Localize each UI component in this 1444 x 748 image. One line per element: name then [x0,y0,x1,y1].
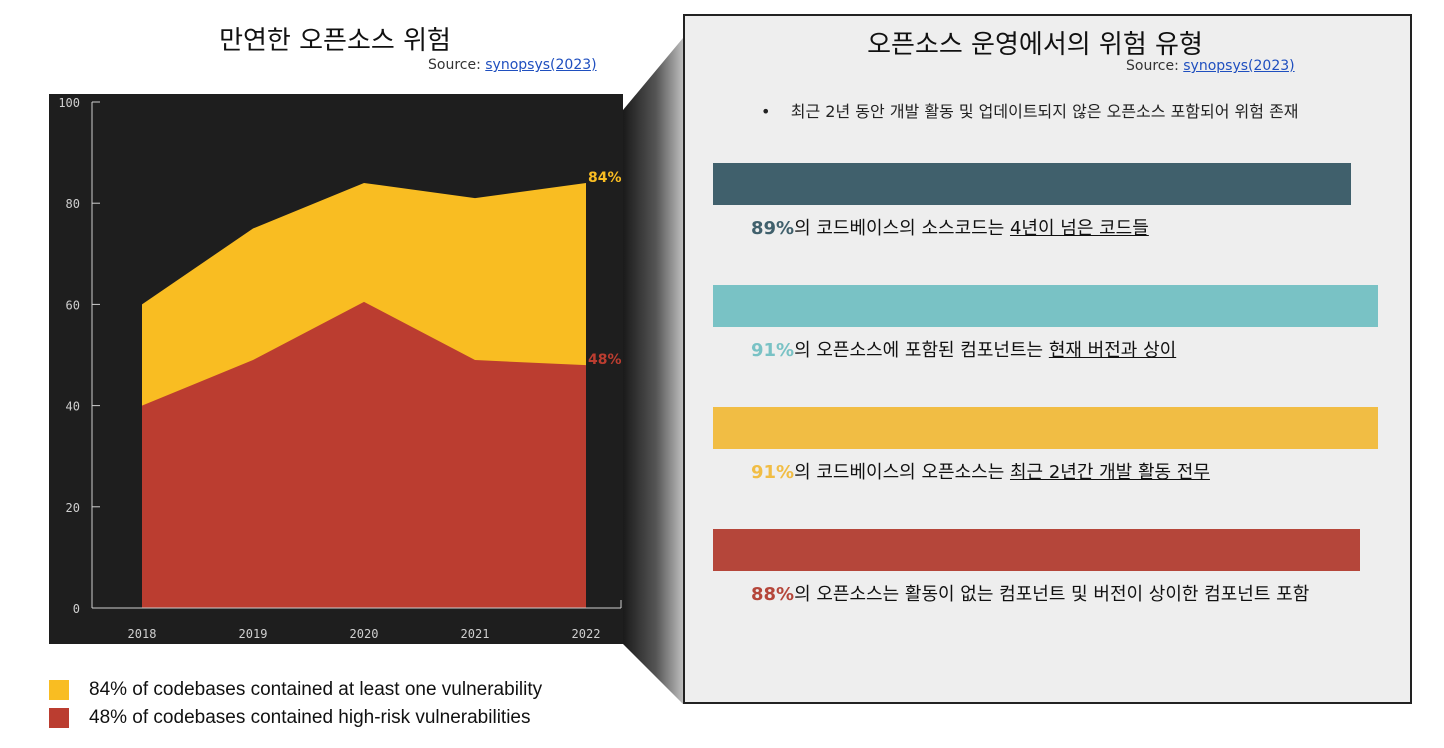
x-tick-label: 2021 [461,627,490,641]
legend-item-any-vuln: 84% of codebases contained at least one … [49,676,542,704]
y-tick-label: 20 [66,501,80,515]
stat-line-1: 89%의 코드베이스의 소스코드는 4년이 넘은 코드들 [751,214,1149,240]
stat-percent: 89% [751,218,794,239]
left-source: Source: synopsys(2023) [428,57,597,73]
y-tick-label: 0 [73,602,80,616]
chart-title: 만연한 오픈소스 위험 [150,20,520,57]
stat-text: 의 오픈소스는 활동이 없는 컴포넌트 및 버전이 상이한 컴포넌트 포함 [794,584,1309,605]
legend-item-high-risk: 48% of codebases contained high-risk vul… [49,704,542,732]
bullet-text: 최근 2년 동안 개발 활동 및 업데이트되지 않은 오픈소스 포함되어 위험 … [791,102,1299,121]
x-tick-label: 2018 [128,627,157,641]
stat-bar-2 [713,285,1378,327]
stat-text: 의 오픈소스에 포함된 컴포넌트는 [794,340,1049,361]
end-label-2: 48% [588,352,622,368]
stat-bar-1 [713,163,1351,205]
stat-line-3: 91%의 코드베이스의 오픈소스는 최근 2년간 개발 활동 전무 [751,458,1210,484]
legend-swatch [49,708,69,728]
stat-text: 의 코드베이스의 소스코드는 [794,218,1010,239]
source-label: Source: [428,57,485,73]
stat-emphasis: 현재 버전과 상이 [1049,340,1176,361]
end-label-1: 84% [588,170,622,186]
chart-svg: 0 20 40 60 80 100 2018 2019 2020 2021 2022 84% 48% [49,94,623,644]
x-tick-label: 2020 [350,627,379,641]
stat-line-4: 88%의 오픈소스는 활동이 없는 컴포넌트 및 버전이 상이한 컴포넌트 포함 [751,580,1309,606]
y-tick-label: 40 [66,400,80,414]
legend-label: 48% of codebases contained high-risk vul… [89,707,530,729]
panel-title: 오픈소스 운영에서의 위험 유형 [685,24,1385,61]
x-tick-label: 2022 [572,627,601,641]
x-tick-label: 2019 [239,627,268,641]
bullet-note: • 최근 2년 동안 개발 활동 및 업데이트되지 않은 오픈소스 포함되어 위… [761,98,1299,122]
legend-label: 84% of codebases contained at least one … [89,679,542,701]
stat-text: 의 코드베이스의 오픈소스는 [794,462,1010,483]
risk-panel: 오픈소스 운영에서의 위험 유형 Source: synopsys(2023) … [683,14,1412,704]
source-link[interactable]: synopsys(2023) [485,57,596,73]
y-tick-label: 80 [66,197,80,211]
y-tick-label: 100 [58,96,80,110]
stat-bar-3 [713,407,1378,449]
stat-emphasis: 4년이 넘은 코드들 [1010,218,1149,239]
stat-percent: 91% [751,462,794,483]
right-source: Source: synopsys(2023) [1126,58,1295,74]
y-tick-label: 60 [66,298,80,312]
stat-percent: 91% [751,340,794,361]
area-chart: 0 20 40 60 80 100 2018 2019 2020 2021 2022 84% 48% [49,94,623,644]
legend-swatch [49,680,69,700]
stat-percent: 88% [751,584,794,605]
stat-bar-4 [713,529,1360,571]
stat-line-2: 91%의 오픈소스에 포함된 컴포넌트는 현재 버전과 상이 [751,336,1176,362]
stat-emphasis: 최근 2년간 개발 활동 전무 [1010,462,1210,483]
source-label: Source: [1126,58,1183,74]
chart-legend: 84% of codebases contained at least one … [49,676,542,732]
source-link[interactable]: synopsys(2023) [1183,58,1294,74]
